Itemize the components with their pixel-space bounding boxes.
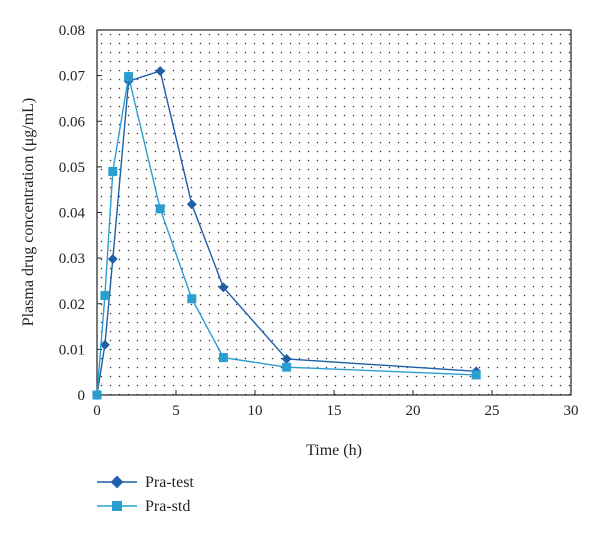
data-point-pra-test xyxy=(218,282,229,293)
data-point-pra-std xyxy=(218,353,228,363)
y-tick-label: 0.03 xyxy=(59,251,85,267)
x-tick-label: 5 xyxy=(172,403,180,419)
data-point-pra-test xyxy=(155,66,166,77)
y-tick-label: 0.01 xyxy=(59,342,85,358)
data-point-pra-test xyxy=(186,199,197,210)
grid-pattern xyxy=(97,30,571,395)
data-point-pra-std xyxy=(108,166,118,176)
x-tick-label: 0 xyxy=(93,403,101,419)
data-point-pra-std xyxy=(155,204,165,214)
data-point-pra-test xyxy=(281,354,292,364)
x-axis: 0 5 10 15 20 25 30 xyxy=(93,390,579,419)
data-point-pra-std xyxy=(100,291,110,301)
data-point-pra-std xyxy=(92,390,102,400)
data-point-pra-std xyxy=(282,362,292,372)
x-tick-label: 10 xyxy=(248,403,263,419)
y-tick-label: 0.02 xyxy=(59,297,85,313)
legend-label-pra-test: Pra-test xyxy=(145,474,194,491)
y-tick-label: 0.07 xyxy=(59,69,86,85)
x-tick-label: 15 xyxy=(327,403,342,419)
legend: Pra-test Pra-std xyxy=(97,474,194,515)
legend-marker-pra-std xyxy=(112,501,122,511)
y-axis-title: Plasma drug concentration (μg/mL) xyxy=(20,98,37,327)
y-tick-label: 0.06 xyxy=(59,114,86,130)
legend-marker-pra-test xyxy=(110,475,124,489)
x-axis-title: Time (h) xyxy=(306,442,362,459)
data-point-pra-std xyxy=(471,370,481,380)
x-tick-label: 30 xyxy=(564,403,579,419)
x-tick-label: 25 xyxy=(485,403,500,419)
legend-label-pra-std: Pra-std xyxy=(145,498,190,515)
series-layer xyxy=(92,66,482,400)
data-point-pra-std xyxy=(187,294,197,304)
y-tick-label: 0.05 xyxy=(59,160,85,176)
data-point-pra-std xyxy=(124,72,134,82)
y-tick-label: 0.08 xyxy=(59,23,85,39)
x-tick-label: 20 xyxy=(406,403,421,419)
y-tick-label: 0.04 xyxy=(59,206,86,222)
y-axis: 0 0.01 0.02 0.03 0.04 0.05 0.06 0.07 0.08 xyxy=(59,23,102,404)
y-tick-label: 0 xyxy=(78,388,86,404)
